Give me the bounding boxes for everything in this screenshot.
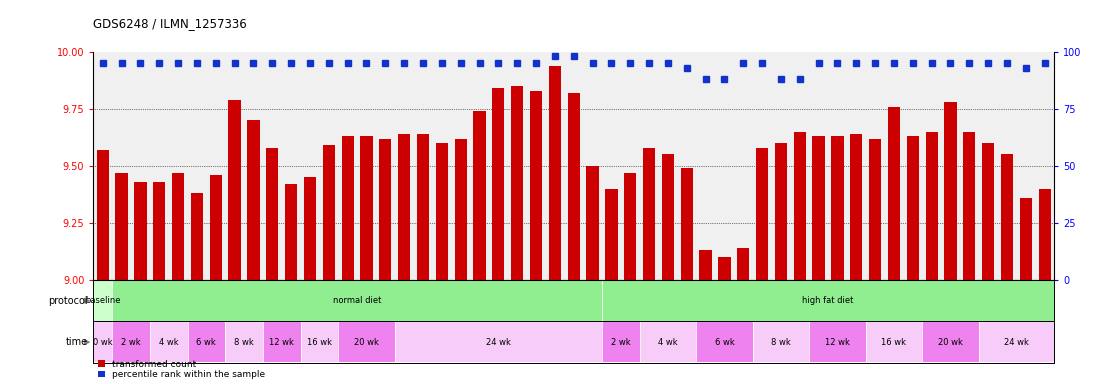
Text: baseline: baseline (85, 296, 121, 305)
Bar (304, 177, 316, 280)
Bar (511, 86, 524, 280)
Bar (926, 132, 938, 280)
Bar (643, 147, 656, 280)
Text: protocol: protocol (48, 296, 88, 306)
Bar (624, 173, 637, 280)
Bar (323, 146, 335, 280)
Bar (266, 147, 279, 280)
Bar (134, 182, 146, 280)
Bar (718, 257, 730, 280)
Bar (210, 175, 222, 280)
Bar (379, 139, 392, 280)
Bar (775, 143, 787, 280)
Bar (963, 132, 975, 280)
Bar (813, 136, 825, 280)
Bar (1020, 198, 1032, 280)
Text: 12 wk: 12 wk (269, 338, 294, 347)
Bar (586, 166, 598, 280)
Bar (888, 107, 900, 280)
Bar (907, 136, 919, 280)
Text: 20 wk: 20 wk (354, 338, 379, 347)
Text: 6 wk: 6 wk (197, 338, 216, 347)
Text: 2 wk: 2 wk (610, 338, 630, 347)
Bar (436, 143, 448, 280)
Bar (191, 193, 203, 280)
Bar (850, 134, 862, 280)
Bar (473, 111, 485, 280)
Text: 4 wk: 4 wk (159, 338, 179, 347)
Bar (549, 66, 561, 280)
Text: time: time (66, 337, 88, 347)
Bar (869, 139, 882, 280)
Text: 24 wk: 24 wk (486, 338, 511, 347)
Text: 16 wk: 16 wk (306, 338, 332, 347)
Bar (605, 189, 617, 280)
Bar (568, 93, 580, 280)
Bar (831, 136, 843, 280)
Bar (97, 150, 109, 280)
Bar (1039, 189, 1051, 280)
Bar (755, 147, 769, 280)
Bar (492, 88, 504, 280)
Bar (737, 248, 749, 280)
Bar (662, 154, 674, 280)
Bar (417, 134, 429, 280)
Bar (172, 173, 184, 280)
Bar (115, 173, 127, 280)
Text: 12 wk: 12 wk (825, 338, 850, 347)
Bar (794, 132, 806, 280)
Text: 0 wk: 0 wk (93, 338, 113, 347)
Bar (699, 250, 712, 280)
Bar (399, 134, 411, 280)
Bar (681, 168, 693, 280)
Text: 8 wk: 8 wk (234, 338, 254, 347)
Bar (360, 136, 372, 280)
Bar (982, 143, 995, 280)
Legend: transformed count, percentile rank within the sample: transformed count, percentile rank withi… (98, 360, 266, 379)
Text: GDS6248 / ILMN_1257336: GDS6248 / ILMN_1257336 (93, 17, 247, 30)
Bar (153, 182, 166, 280)
Text: normal diet: normal diet (333, 296, 381, 305)
Text: 20 wk: 20 wk (938, 338, 963, 347)
Bar (341, 136, 354, 280)
Bar (455, 139, 467, 280)
Bar (530, 91, 542, 280)
Text: 24 wk: 24 wk (1004, 338, 1029, 347)
Text: 4 wk: 4 wk (658, 338, 677, 347)
Text: 6 wk: 6 wk (715, 338, 735, 347)
Bar (228, 100, 240, 280)
Text: 2 wk: 2 wk (121, 338, 141, 347)
Text: 16 wk: 16 wk (882, 338, 907, 347)
Bar (285, 184, 298, 280)
Bar (247, 120, 259, 280)
Text: 8 wk: 8 wk (771, 338, 791, 347)
Text: high fat diet: high fat diet (803, 296, 854, 305)
Bar (1001, 154, 1013, 280)
Bar (944, 102, 956, 280)
